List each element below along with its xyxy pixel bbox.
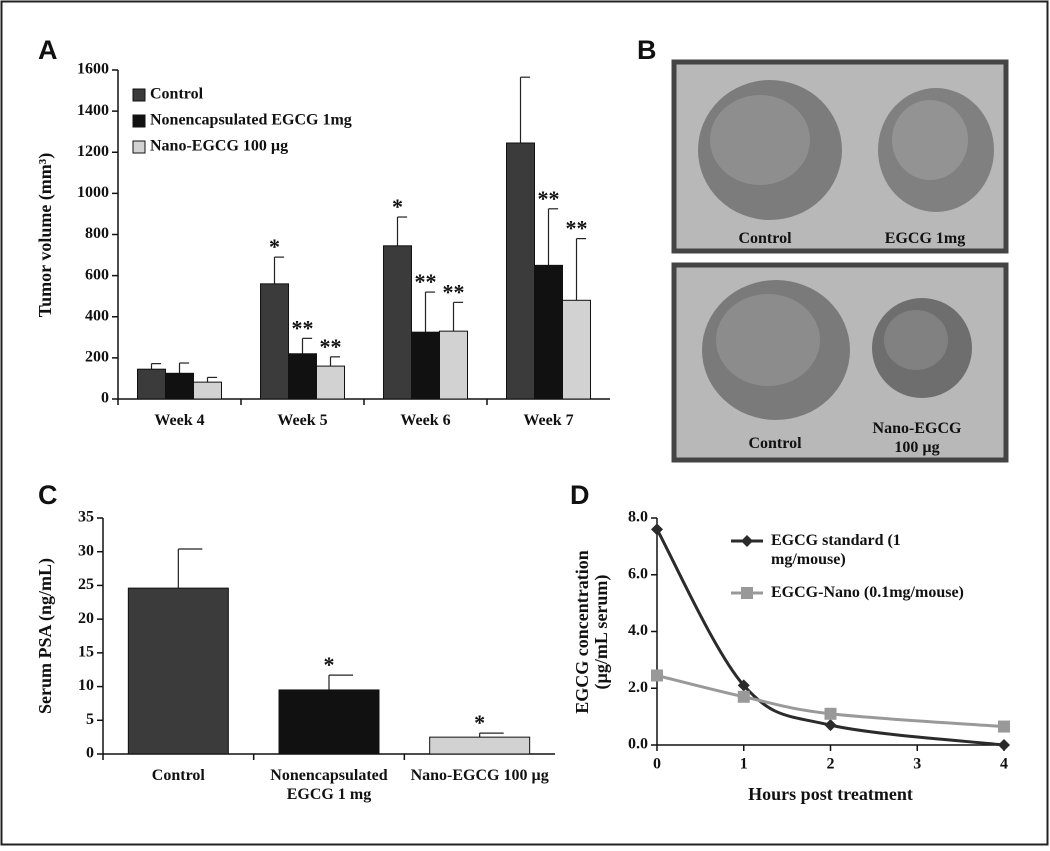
- y-tick-label: 1000: [77, 184, 109, 201]
- photo-label: Control: [748, 435, 802, 452]
- marker: [737, 690, 750, 703]
- y-tick-label: 5: [86, 711, 94, 728]
- photo-panel: [671, 59, 1009, 463]
- x-tick-label: Week 7: [523, 412, 574, 429]
- significance-mark: **: [538, 186, 560, 211]
- legend-swatch: [132, 88, 146, 102]
- bar: [411, 331, 440, 400]
- y-tick-label: 6.0: [628, 565, 648, 582]
- x-tick-label: Nano-EGCG 100 µg: [410, 767, 549, 784]
- y-tick-label: 35: [78, 509, 94, 526]
- y-tick-label: 600: [85, 266, 109, 283]
- photo-label: Nano-EGCG 100 µg: [872, 420, 962, 456]
- bar: [383, 245, 412, 400]
- legend-label: Nonencapsulated EGCG 1mg: [150, 112, 352, 129]
- bar: [562, 299, 591, 400]
- significance-mark: *: [474, 710, 485, 735]
- marker: [651, 669, 663, 682]
- y-tick-label: 0: [101, 390, 109, 407]
- marker: [651, 523, 663, 536]
- legend-label: EGCG standard (1 mg/mouse): [771, 532, 901, 568]
- panel-label: C: [38, 480, 58, 510]
- tumor: [710, 95, 810, 185]
- y-tick-label: 8.0: [628, 509, 648, 526]
- bar: [316, 365, 345, 400]
- legend-label: Control: [150, 86, 204, 103]
- legend-label: Nano-EGCG 100 µg: [150, 138, 288, 155]
- tumor: [884, 310, 948, 370]
- y-tick-label: 200: [85, 349, 109, 366]
- y-tick-label: 0: [86, 745, 94, 762]
- bar: [137, 368, 166, 400]
- legend-swatch: [132, 114, 146, 128]
- panel-label: D: [570, 480, 590, 510]
- bar: [278, 689, 380, 755]
- series-line: [655, 528, 1005, 747]
- y-tick-label: 1400: [77, 102, 109, 119]
- y-tick-label: 20: [78, 610, 94, 627]
- significance-mark: *: [392, 194, 403, 219]
- significance-mark: **: [566, 216, 588, 241]
- marker: [824, 719, 837, 732]
- legend-label: EGCG-Nano (0.1mg/mouse): [771, 584, 964, 601]
- y-axis-label: Tumor volume (mm³): [34, 152, 55, 317]
- panel-label: B: [637, 35, 657, 65]
- y-tick-label: 25: [78, 576, 94, 593]
- bar: [127, 587, 229, 755]
- panel-label: A: [38, 35, 58, 65]
- bar: [439, 330, 468, 400]
- x-tick-label: 0: [653, 756, 661, 773]
- legend-swatch: [132, 140, 146, 154]
- y-tick-label: 1600: [77, 61, 109, 78]
- significance-mark: *: [269, 234, 280, 259]
- bar: [506, 142, 535, 400]
- bar: [429, 736, 531, 755]
- significance-mark: **: [443, 279, 465, 304]
- y-tick-label: 15: [78, 644, 94, 661]
- tumor: [716, 294, 820, 386]
- significance-mark: **: [415, 269, 437, 294]
- y-tick-label: 4.0: [628, 622, 648, 639]
- y-tick-label: 1200: [77, 143, 109, 160]
- y-tick-label: 30: [78, 542, 94, 559]
- bar: [165, 372, 194, 400]
- y-tick-label: 800: [85, 225, 109, 242]
- x-tick-label: 1: [740, 756, 748, 773]
- significance-mark: **: [292, 315, 314, 340]
- x-tick-label: Control: [151, 767, 205, 784]
- bar: [260, 283, 289, 400]
- bar: [534, 264, 563, 400]
- series-line: [656, 674, 1005, 729]
- marker: [737, 679, 750, 692]
- significance-mark: **: [320, 334, 342, 359]
- x-axis-label: Hours post treatment: [748, 784, 913, 804]
- y-tick-label: 400: [85, 307, 109, 324]
- y-axis-label: EGCG concentration (µg/mL serum): [572, 549, 611, 714]
- significance-mark: *: [324, 652, 335, 677]
- y-tick-label: 10: [78, 677, 94, 694]
- photo-label: EGCG 1mg: [884, 230, 966, 247]
- y-tick-label: 2.0: [628, 679, 648, 696]
- bar: [193, 381, 222, 400]
- x-tick-label: 2: [827, 756, 835, 773]
- marker: [824, 707, 837, 720]
- x-tick-label: Week 4: [154, 412, 205, 429]
- tumor: [892, 100, 968, 180]
- marker: [998, 720, 1010, 733]
- x-tick-label: Nonencapsulated EGCG 1 mg: [270, 767, 388, 803]
- x-tick-label: 3: [913, 756, 921, 773]
- y-axis-label: Serum PSA (ng/mL): [34, 558, 55, 715]
- x-tick-label: 4: [1000, 756, 1008, 773]
- marker: [998, 739, 1010, 751]
- bar: [288, 353, 317, 400]
- photo-label: Control: [738, 230, 792, 247]
- y-tick-label: 0.0: [628, 736, 648, 753]
- x-tick-label: Week 5: [277, 412, 328, 429]
- x-tick-label: Week 6: [400, 412, 451, 429]
